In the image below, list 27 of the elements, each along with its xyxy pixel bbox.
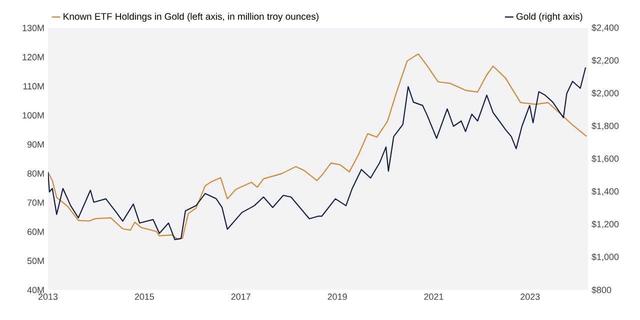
- y-tick-label: 80M: [27, 170, 44, 177]
- y-tick-label: 50M: [27, 258, 44, 264]
- x-tick-label: 2017: [231, 294, 250, 300]
- y2-tick-label: $2,400: [592, 24, 619, 32]
- legend-label: Known ETF Holdings in Gold (left axis, in million troy ounces): [64, 12, 318, 22]
- y2-tick-label: $1,200: [592, 220, 619, 228]
- y-tick-label: 90M: [27, 141, 44, 148]
- x-tick-label: 2023: [520, 294, 540, 300]
- x-tick-label: 2013: [38, 294, 58, 300]
- y2-tick-label: $2,200: [592, 56, 619, 65]
- y2-tick-label: $800: [592, 286, 612, 294]
- y-tick-label: 70M: [27, 199, 44, 206]
- y2-tick-label: $2,000: [592, 90, 619, 98]
- y2-tick-label: $1,600: [592, 155, 619, 163]
- y-tick-label: 60M: [27, 228, 44, 235]
- y-tick-label: 100M: [22, 112, 44, 119]
- y-tick-label: 110M: [23, 83, 44, 90]
- y2-tick-label: $1,000: [592, 253, 619, 262]
- x-tick-label: 2015: [134, 294, 154, 300]
- y-tick-label: 40M: [27, 286, 44, 294]
- x-tick-label: 2019: [328, 294, 347, 300]
- y2-tick-label: $1,800: [592, 122, 619, 130]
- legend-label: Gold (right axis): [516, 12, 582, 22]
- y2-tick-label: $1,400: [592, 188, 619, 196]
- y-tick-label: 130M: [22, 24, 44, 32]
- y-tick-label: 120M: [22, 54, 44, 60]
- x-tick-label: 2021: [424, 294, 444, 300]
